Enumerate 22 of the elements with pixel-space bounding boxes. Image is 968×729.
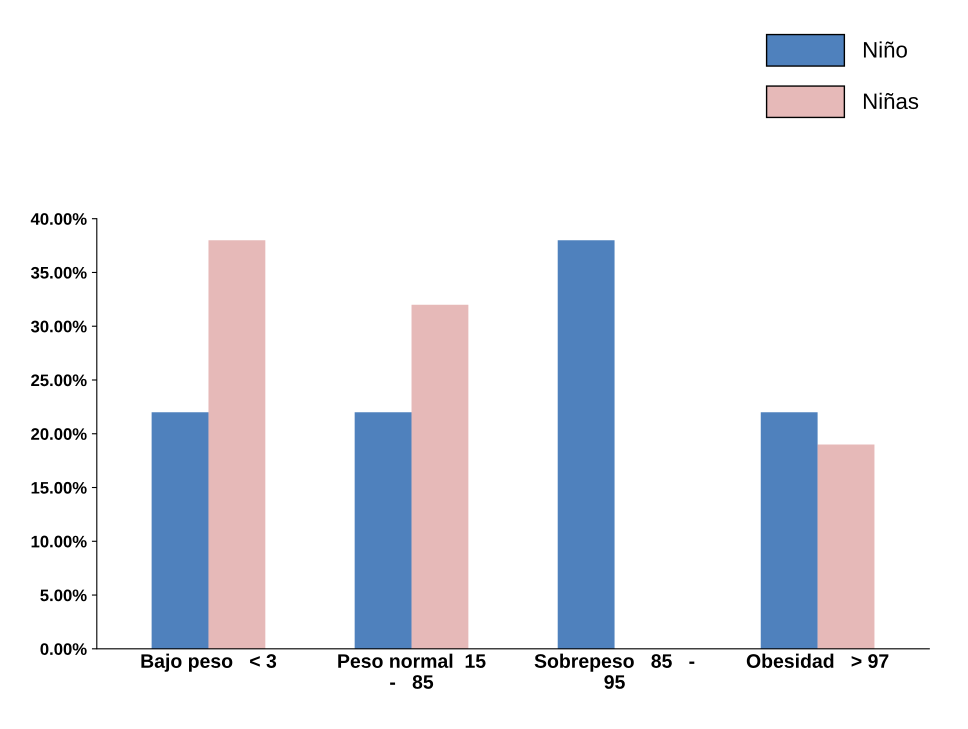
x-tick-label: Obesidad > 97 xyxy=(746,654,888,668)
y-tick-label: 20.00% xyxy=(31,428,87,440)
bar xyxy=(152,412,208,649)
y-tick-label: 25.00% xyxy=(31,374,87,386)
bar xyxy=(412,304,468,649)
bar xyxy=(818,444,874,649)
y-tick-label: 40.00% xyxy=(30,213,87,225)
bar xyxy=(558,240,615,649)
y-tick-label: 30.00% xyxy=(30,320,87,332)
y-tick-label: 15.00% xyxy=(32,482,87,494)
x-tick-label: Peso normal 15 - 85 xyxy=(338,654,486,689)
bar xyxy=(354,412,412,649)
bar xyxy=(760,412,818,649)
bar xyxy=(208,240,266,649)
y-tick-label: 35.00% xyxy=(30,266,87,279)
y-tick-label: 10.00% xyxy=(32,536,87,548)
y-tick-label: 5.00% xyxy=(40,589,87,602)
legend-label: Niñas xyxy=(864,92,918,110)
y-tick-label: 0.00% xyxy=(40,643,87,656)
x-tick-label: Sobrepeso 85 - 95 xyxy=(534,654,694,689)
legend-label: Niño xyxy=(864,41,907,58)
x-tick-label: Bajo peso < 3 xyxy=(141,654,276,672)
